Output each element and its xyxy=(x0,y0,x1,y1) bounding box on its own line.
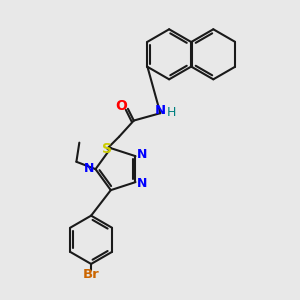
Text: N: N xyxy=(137,148,147,161)
Text: N: N xyxy=(137,177,147,190)
Text: Br: Br xyxy=(83,268,100,281)
Text: O: O xyxy=(116,99,128,113)
Text: S: S xyxy=(102,142,112,156)
Text: H: H xyxy=(167,106,176,119)
Text: N: N xyxy=(155,104,166,117)
Text: N: N xyxy=(84,162,94,175)
